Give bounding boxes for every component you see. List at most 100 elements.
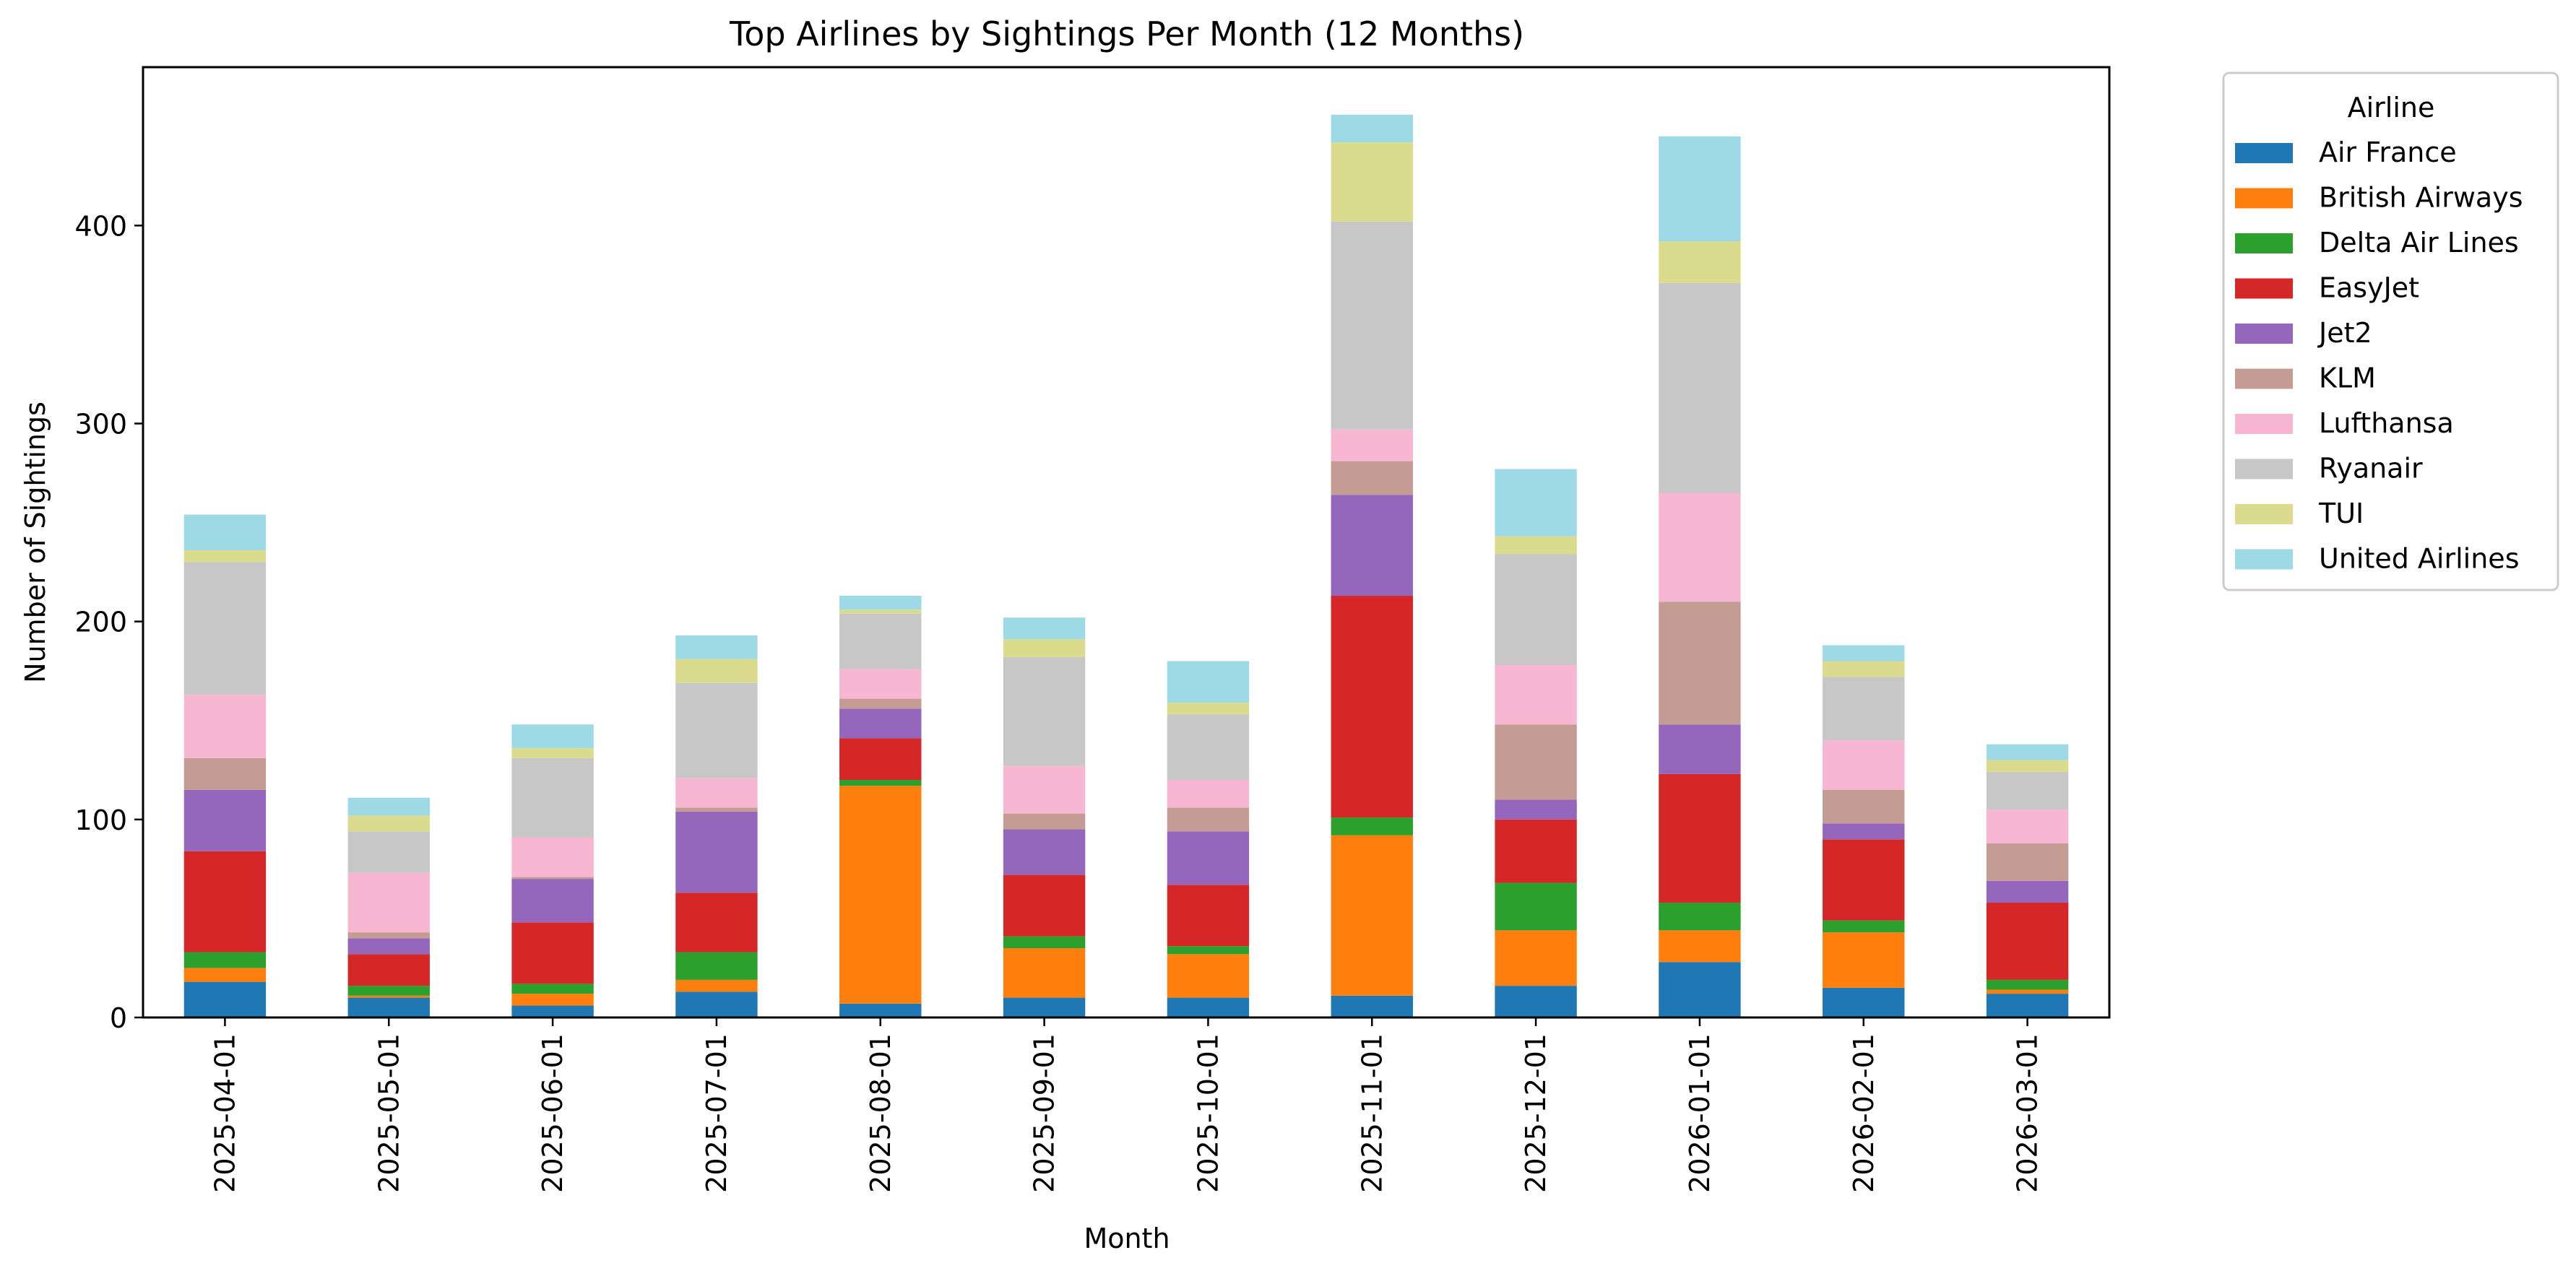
bar-jet2-2025-10-01	[1167, 831, 1250, 885]
y-tick-label-400: 400	[74, 210, 127, 242]
bar-united-airlines-2025-10-01	[1167, 661, 1250, 703]
y-tick-label-100: 100	[74, 804, 127, 836]
bar-united-airlines-2025-05-01	[347, 797, 430, 816]
bar-jet2-2025-09-01	[1003, 829, 1086, 875]
legend-label-delta-air-lines: Delta Air Lines	[2319, 227, 2519, 259]
bar-easyjet-2025-07-01	[675, 893, 758, 952]
bar-air-france-2025-11-01	[1331, 995, 1413, 1017]
bar-klm-2026-01-01	[1659, 602, 1741, 725]
bar-air-france-2025-09-01	[1003, 997, 1086, 1017]
bar-jet2-2025-04-01	[183, 789, 267, 851]
bar-tui-2025-10-01	[1167, 703, 1250, 715]
y-axis-label: Number of Sightings	[20, 402, 51, 683]
bar-easyjet-2025-10-01	[1167, 885, 1250, 947]
bar-delta-air-lines-2025-12-01	[1495, 882, 1577, 931]
x-tick-label-2025-09-01: 2025-09-01	[1029, 1033, 1060, 1193]
bar-tui-2025-07-01	[675, 659, 758, 683]
bar-klm-2025-12-01	[1495, 724, 1577, 800]
bar-delta-air-lines-2026-01-01	[1659, 902, 1741, 931]
bar-lufthansa-2026-02-01	[1823, 740, 1905, 790]
bar-ryanair-2025-08-01	[839, 613, 922, 669]
bar-united-airlines-2025-12-01	[1495, 469, 1577, 537]
bar-air-france-2026-01-01	[1659, 962, 1741, 1017]
bar-british-airways-2025-04-01	[183, 968, 267, 982]
bar-delta-air-lines-2025-05-01	[347, 986, 430, 996]
bar-easyjet-2026-02-01	[1823, 839, 1905, 921]
bar-united-airlines-2025-06-01	[511, 724, 594, 749]
bar-ryanair-2025-11-01	[1331, 221, 1413, 430]
bar-british-airways-2026-03-01	[1986, 989, 2069, 994]
bar-jet2-2025-07-01	[675, 811, 758, 893]
bar-tui-2025-09-01	[1003, 639, 1086, 658]
y-tick-label-200: 200	[74, 607, 127, 638]
bar-jet2-2026-01-01	[1659, 724, 1741, 774]
bar-british-airways-2025-10-01	[1167, 954, 1250, 998]
bar-layer	[183, 114, 2069, 1017]
bar-jet2-2025-12-01	[1495, 799, 1577, 820]
x-tick-label-2025-04-01: 2025-04-01	[209, 1033, 241, 1193]
bar-jet2-2025-05-01	[347, 938, 430, 955]
bar-british-airways-2025-12-01	[1495, 930, 1577, 986]
bar-tui-2025-04-01	[183, 550, 267, 563]
x-axis-label: Month	[1084, 1223, 1170, 1254]
bar-tui-2025-06-01	[511, 748, 594, 758]
x-tick-label-2025-10-01: 2025-10-01	[1192, 1033, 1224, 1193]
bar-delta-air-lines-2025-09-01	[1003, 936, 1086, 949]
bar-british-airways-2025-07-01	[675, 979, 758, 992]
bar-british-airways-2025-06-01	[511, 994, 594, 1006]
bar-easyjet-2025-11-01	[1331, 596, 1413, 818]
bar-klm-2025-09-01	[1003, 813, 1086, 830]
bar-delta-air-lines-2025-08-01	[839, 780, 922, 786]
bar-air-france-2025-10-01	[1167, 997, 1250, 1017]
bar-lufthansa-2025-06-01	[511, 837, 594, 877]
bar-ryanair-2025-06-01	[511, 758, 594, 838]
x-tick-label-2026-03-01: 2026-03-01	[2012, 1033, 2044, 1193]
legend-swatch-tui	[2235, 504, 2293, 524]
bar-british-airways-2025-11-01	[1331, 835, 1413, 996]
bar-ryanair-2025-09-01	[1003, 657, 1086, 766]
bar-easyjet-2025-09-01	[1003, 874, 1086, 937]
bar-delta-air-lines-2026-03-01	[1986, 979, 2069, 990]
legend-box	[2222, 71, 2559, 591]
bar-lufthansa-2025-05-01	[347, 872, 430, 933]
bar-delta-air-lines-2025-10-01	[1167, 946, 1250, 955]
bar-british-airways-2025-09-01	[1003, 948, 1086, 998]
legend-label-lufthansa: Lufthansa	[2319, 407, 2454, 439]
bar-jet2-2025-06-01	[511, 879, 594, 923]
bar-easyjet-2025-12-01	[1495, 819, 1577, 883]
legend-swatch-delta-air-lines	[2235, 233, 2293, 253]
bar-united-airlines-2025-09-01	[1003, 617, 1086, 640]
x-tick-label-2025-05-01: 2025-05-01	[373, 1033, 405, 1193]
legend-title: Airline	[2348, 92, 2435, 123]
bar-lufthansa-2025-12-01	[1495, 664, 1577, 725]
bar-air-france-2025-12-01	[1495, 986, 1577, 1017]
bar-british-airways-2025-05-01	[347, 995, 430, 998]
bar-ryanair-2025-05-01	[347, 831, 430, 873]
legend-swatch-jet2	[2235, 324, 2293, 344]
legend-swatch-klm	[2235, 368, 2293, 389]
bar-air-france-2025-08-01	[839, 1003, 922, 1017]
bar-jet2-2026-03-01	[1986, 880, 2069, 903]
x-axis: 2025-04-01 2025-05-01 2025-06-01 2025-07-01…	[209, 1017, 2044, 1193]
x-tick-label-2025-11-01: 2025-11-01	[1356, 1033, 1388, 1193]
bar-lufthansa-2025-04-01	[183, 695, 267, 758]
legend-label-united-airlines: United Airlines	[2319, 543, 2520, 575]
legend-items: Air France British Airways Delta Air Lines…	[2235, 136, 2523, 575]
bar-ryanair-2026-01-01	[1659, 282, 1741, 493]
bar-delta-air-lines-2025-07-01	[675, 952, 758, 980]
bar-jet2-2026-02-01	[1823, 823, 1905, 840]
y-tick-label-300: 300	[74, 409, 127, 440]
bar-lufthansa-2026-01-01	[1659, 492, 1741, 602]
bar-lufthansa-2025-09-01	[1003, 765, 1086, 814]
bar-ryanair-2026-03-01	[1986, 772, 2069, 810]
bar-lufthansa-2025-11-01	[1331, 429, 1413, 461]
bar-united-airlines-2025-11-01	[1331, 114, 1413, 143]
bar-lufthansa-2026-03-01	[1986, 810, 2069, 843]
bar-tui-2025-12-01	[1495, 536, 1577, 555]
bar-air-france-2025-04-01	[183, 981, 267, 1017]
bar-united-airlines-2025-08-01	[839, 596, 922, 610]
legend-label-jet2: Jet2	[2317, 317, 2372, 349]
x-tick-label-2026-02-01: 2026-02-01	[1848, 1033, 1880, 1193]
